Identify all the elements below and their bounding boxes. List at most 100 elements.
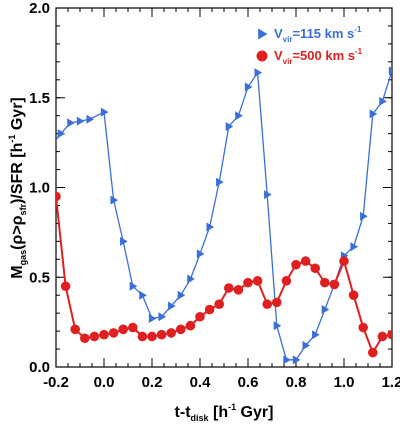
data-point — [310, 263, 321, 274]
data-point — [368, 347, 378, 358]
data-point — [196, 249, 205, 259]
y-axis-label: Mgas(ρ>ρsfr)/SFR [h-1 Gyr] — [7, 97, 28, 279]
data-point — [262, 299, 273, 309]
data-point — [235, 111, 243, 121]
data-point — [281, 276, 292, 286]
x-tick-label: 0.4 — [190, 374, 212, 391]
legend-label-main: V — [274, 26, 283, 41]
data-point — [369, 109, 378, 119]
data-point — [139, 290, 147, 300]
data-point — [129, 281, 138, 291]
data-point — [187, 274, 195, 284]
y-tick-label: 1.0 — [29, 180, 50, 197]
legend-label-sub: vir — [283, 57, 293, 66]
x-axis-label: t-tdisk [h-1 Gyr] — [175, 402, 274, 423]
data-point — [177, 290, 186, 300]
data-point — [99, 329, 109, 340]
legend-label-main: V — [274, 48, 283, 63]
data-point — [56, 191, 61, 202]
data-point — [108, 328, 119, 338]
data-point — [358, 322, 369, 333]
x-tick-label: 0.0 — [94, 374, 115, 391]
data-point — [320, 277, 330, 288]
data-point — [176, 324, 186, 335]
data-point — [321, 305, 330, 315]
legend-label: Vvir=500 km s-1 — [274, 47, 363, 66]
data-point — [377, 331, 388, 342]
data-point — [300, 256, 311, 266]
data-point — [60, 281, 71, 292]
x-tick-label: 0.8 — [286, 374, 307, 391]
data-point — [216, 177, 224, 187]
data-point — [244, 82, 253, 92]
data-point — [100, 107, 109, 117]
y-tick-label: 1.5 — [29, 90, 50, 107]
data-point — [185, 320, 196, 331]
y-tick-label: 0.0 — [29, 359, 50, 376]
data-point — [273, 321, 282, 331]
data-point — [272, 297, 282, 308]
data-point — [86, 114, 95, 124]
series-line — [56, 196, 392, 355]
data-point — [254, 68, 263, 78]
data-point — [70, 324, 80, 335]
x-tick-label: 0.6 — [238, 374, 259, 391]
data-point — [89, 331, 100, 342]
x-tick-label: 1.0 — [334, 374, 355, 391]
data-point — [214, 299, 224, 309]
data-point — [312, 330, 320, 340]
data-point — [329, 279, 340, 290]
data-point — [339, 256, 349, 266]
legend-label: Vvir=115 km s-1 — [274, 25, 362, 44]
data-point — [168, 301, 176, 311]
data-point — [387, 329, 392, 340]
data-point — [388, 66, 392, 76]
data-point — [302, 340, 311, 350]
data-point — [110, 195, 119, 205]
x-tick-label: 1.2 — [382, 374, 400, 391]
data-point — [243, 277, 253, 288]
data-point — [233, 285, 244, 295]
data-point — [283, 355, 291, 365]
data-point — [80, 333, 90, 344]
legend-label-rest: =115 km s — [292, 26, 354, 41]
data-point — [156, 329, 167, 340]
data-point — [57, 129, 66, 139]
x-tick-label: -0.2 — [43, 374, 69, 391]
legend-marker — [256, 50, 268, 62]
data-point — [148, 314, 157, 324]
data-point — [166, 328, 176, 338]
data-point — [264, 190, 272, 200]
x-tick-label: 0.2 — [142, 374, 163, 391]
data-point — [128, 322, 138, 333]
data-point — [120, 236, 128, 246]
data-point — [291, 259, 301, 270]
data-point — [206, 222, 215, 232]
data-point — [292, 355, 301, 365]
data-point — [137, 331, 148, 342]
data-point — [48, 142, 56, 151]
data-point — [118, 324, 128, 335]
data-point — [348, 290, 359, 301]
legend-label-sub: vir — [283, 35, 293, 44]
data-point — [195, 311, 205, 322]
data-point — [350, 242, 359, 252]
y-tick-label: 2.0 — [29, 0, 50, 17]
data-point — [225, 121, 234, 131]
legend-label-sup: -1 — [355, 47, 363, 56]
legend-label-sup: -1 — [354, 25, 362, 34]
data-point — [224, 283, 234, 293]
data-point — [360, 211, 368, 221]
series-2 — [56, 191, 392, 358]
axes: -0.2 0.0 0.2 0.4 0.6 0.8 1.0 1.20.00.51.01.52.0 — [29, 0, 400, 391]
legend-label-rest: =500 km s — [292, 48, 355, 63]
series-1 — [48, 66, 392, 365]
data-point — [147, 331, 157, 342]
y-tick-label: 0.5 — [29, 269, 50, 286]
data-point — [204, 304, 215, 315]
data-point — [76, 116, 85, 126]
data-point — [67, 118, 75, 128]
data-point — [158, 312, 167, 322]
